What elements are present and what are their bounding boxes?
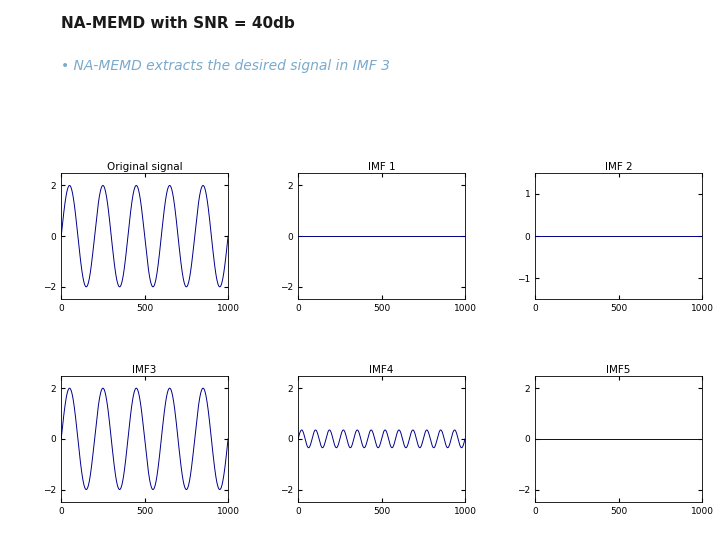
- Title: IMF5: IMF5: [606, 364, 631, 375]
- Title: IMF4: IMF4: [369, 364, 394, 375]
- Title: IMF3: IMF3: [132, 364, 157, 375]
- Title: IMF 2: IMF 2: [605, 162, 632, 172]
- Title: Original signal: Original signal: [107, 162, 182, 172]
- Text: NA-MEMD with SNR = 40db: NA-MEMD with SNR = 40db: [61, 16, 295, 31]
- Text: • NA-MEMD extracts the desired signal in IMF 3: • NA-MEMD extracts the desired signal in…: [61, 59, 390, 73]
- Title: IMF 1: IMF 1: [368, 162, 395, 172]
